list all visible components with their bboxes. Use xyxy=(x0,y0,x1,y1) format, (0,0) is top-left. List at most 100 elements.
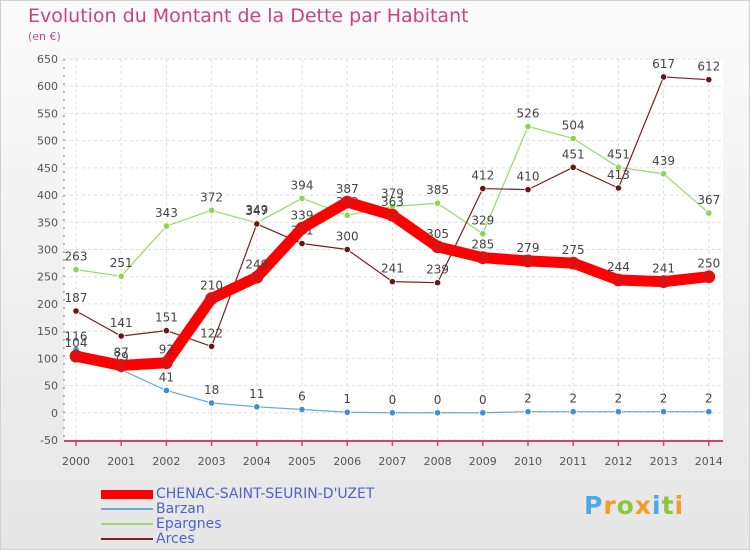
data-point xyxy=(657,275,670,289)
data-point xyxy=(117,272,125,280)
x-tick-label: 2005 xyxy=(288,455,316,468)
data-point xyxy=(208,206,216,214)
legend-swatch xyxy=(101,523,153,525)
data-point xyxy=(659,408,668,416)
data-point xyxy=(705,209,713,217)
data-label: 187 xyxy=(65,291,88,305)
x-tick-label: 2007 xyxy=(378,455,406,468)
y-tick-label: 200 xyxy=(37,298,58,311)
data-label: 122 xyxy=(200,326,223,340)
data-label: 11 xyxy=(249,387,264,401)
data-point xyxy=(705,408,713,416)
data-point xyxy=(524,122,532,131)
data-point xyxy=(524,186,532,194)
legend-label: CHENAC-SAINT-SEURIN-D'UZET xyxy=(156,486,375,502)
legend-swatch xyxy=(101,508,153,510)
data-label: 116 xyxy=(65,330,88,344)
data-label: 2 xyxy=(615,392,623,406)
data-label: 241 xyxy=(652,262,675,276)
data-point xyxy=(388,278,396,286)
data-label: 451 xyxy=(562,147,585,161)
y-tick-label: 250 xyxy=(37,271,58,284)
legend-swatch xyxy=(101,538,153,540)
x-tick-label: 2010 xyxy=(514,455,542,468)
data-point xyxy=(159,356,173,370)
data-label: 526 xyxy=(517,106,540,120)
data-label: 2 xyxy=(569,392,577,406)
x-tick-label: 2002 xyxy=(152,455,180,468)
data-label: 617 xyxy=(652,57,675,71)
data-point xyxy=(614,184,623,192)
data-label: 349 xyxy=(245,203,268,217)
logo-letter: i xyxy=(674,491,685,520)
data-label: 2 xyxy=(705,392,713,406)
proxiti-logo: Proxiti xyxy=(584,491,684,520)
data-label: 251 xyxy=(110,256,133,270)
data-label: 329 xyxy=(471,214,494,228)
data-label: 439 xyxy=(652,154,675,168)
chart-subtitle: (en €) xyxy=(28,30,61,43)
y-tick-label: 650 xyxy=(37,53,58,66)
data-label: 451 xyxy=(607,147,630,161)
x-tick-label: 2004 xyxy=(243,455,271,468)
x-tick-label: 2006 xyxy=(333,455,361,468)
data-label: 343 xyxy=(155,206,178,220)
data-point xyxy=(253,403,261,411)
data-label: 363 xyxy=(381,195,404,209)
data-point xyxy=(479,409,487,417)
data-label: 379 xyxy=(381,187,404,201)
legend-label: Barzan xyxy=(156,501,205,517)
data-point xyxy=(295,221,309,235)
data-point xyxy=(566,256,580,270)
data-label: 300 xyxy=(336,230,359,244)
logo-letter: P xyxy=(584,491,604,520)
data-point xyxy=(569,408,577,416)
data-label: 504 xyxy=(562,118,585,132)
x-tick-label: 2009 xyxy=(469,455,497,468)
data-label: 87 xyxy=(114,345,129,359)
data-label: 305 xyxy=(426,227,449,241)
data-point xyxy=(476,251,490,265)
data-point xyxy=(433,199,442,207)
data-point xyxy=(569,163,577,171)
y-tick-label: 350 xyxy=(37,216,58,229)
data-label: 151 xyxy=(155,311,178,325)
data-label: 347 xyxy=(245,204,268,218)
data-label: 275 xyxy=(562,243,585,257)
data-label: 0 xyxy=(389,393,397,407)
logo-letter: i xyxy=(652,491,662,520)
data-label: 141 xyxy=(110,316,133,330)
data-label: 249 xyxy=(245,257,268,271)
data-label: 239 xyxy=(426,263,449,277)
data-point xyxy=(659,73,668,81)
x-tick-label: 2001 xyxy=(107,455,135,468)
data-point xyxy=(298,405,306,414)
legend-item: Barzan xyxy=(101,501,205,517)
legend-swatch xyxy=(101,489,153,499)
data-point xyxy=(250,270,264,284)
data-label: 385 xyxy=(426,183,449,197)
data-label: 0 xyxy=(434,393,442,407)
data-point xyxy=(343,408,351,416)
data-point xyxy=(479,230,487,238)
data-label: 367 xyxy=(697,193,720,207)
data-label: 6 xyxy=(298,390,306,404)
x-tick-label: 2014 xyxy=(695,455,723,468)
data-label: 410 xyxy=(517,170,540,184)
data-point xyxy=(205,292,219,305)
data-point xyxy=(72,266,80,274)
data-point xyxy=(162,386,170,395)
y-tick-label: 300 xyxy=(37,244,58,257)
x-tick-label: 2000 xyxy=(62,455,90,468)
data-label: 339 xyxy=(291,208,314,222)
data-point xyxy=(433,279,442,287)
data-point xyxy=(117,332,125,340)
data-point xyxy=(208,399,216,407)
y-tick-label: -50 xyxy=(40,434,58,447)
data-label: 612 xyxy=(697,60,720,74)
data-label: 412 xyxy=(471,169,494,183)
x-tick-label: 2012 xyxy=(604,455,632,468)
data-point xyxy=(659,170,668,178)
